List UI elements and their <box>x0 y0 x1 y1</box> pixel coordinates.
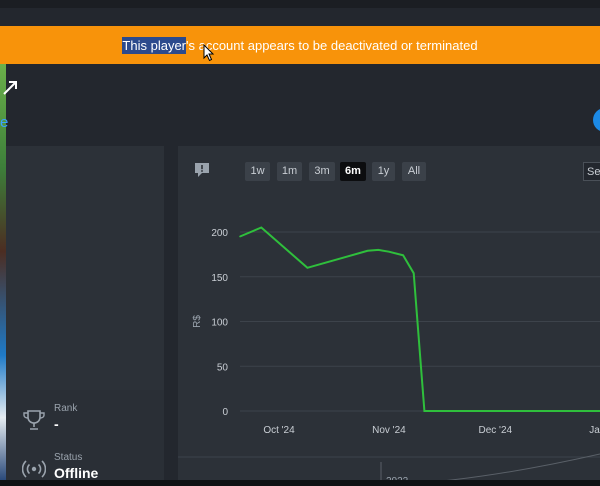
series-point <box>306 267 309 269</box>
profile-header <box>6 64 600 144</box>
range-button-1m[interactable]: 1m <box>277 162 302 181</box>
broadcast-icon <box>22 460 46 478</box>
series-point <box>402 254 404 257</box>
profile-link-fragment[interactable]: e <box>0 114 9 131</box>
series-line <box>239 226 600 412</box>
series-point <box>412 272 415 274</box>
comment-icon[interactable] <box>193 161 211 179</box>
series-point <box>260 226 263 229</box>
status-value: Offline <box>54 465 99 481</box>
series-point <box>239 235 241 238</box>
range-button-3m[interactable]: 3m <box>309 162 335 181</box>
y-tick-label: 100 <box>211 318 228 329</box>
banner-selected-text: This player <box>122 36 186 54</box>
rank-value: - <box>54 416 59 432</box>
mouse-cursor-icon <box>203 44 215 62</box>
x-tick-label: Oct '24 <box>263 425 295 436</box>
x-tick-label: Dec '24 <box>478 425 512 436</box>
external-link-icon[interactable] <box>2 80 18 96</box>
y-axis-label: R$ <box>192 315 203 328</box>
range-button-1w[interactable]: 1w <box>245 162 270 181</box>
status-label: Status <box>54 452 83 463</box>
series-point <box>377 249 380 251</box>
background-image-strip <box>0 64 6 480</box>
y-tick-label: 0 <box>222 407 228 418</box>
series-point <box>388 250 390 253</box>
y-axis-ticks: 0 50 100 150 200 <box>211 228 228 418</box>
blue-action-button[interactable] <box>593 108 600 132</box>
value-line-chart: 0 50 100 150 200 Oct '24 Nov '24 Dec '24 Jan '2… <box>178 226 600 486</box>
x-tick-label: Nov '24 <box>372 425 406 436</box>
y-tick-label: 50 <box>217 362 229 373</box>
series-point <box>366 250 369 252</box>
trophy-icon <box>23 410 45 430</box>
series-point <box>423 410 426 412</box>
range-button-all[interactable]: All <box>402 162 426 181</box>
banner-text: 's account appears to be deactivated or … <box>186 37 478 53</box>
top-bar <box>0 0 600 8</box>
y-tick-label: 150 <box>211 273 228 284</box>
deactivated-banner: This player's account appears to be deac… <box>0 26 600 64</box>
value-chart-panel <box>178 146 600 486</box>
date-range-picker[interactable]: Sep <box>583 162 600 181</box>
bottom-bar <box>0 480 600 486</box>
range-button-1y[interactable]: 1y <box>372 162 395 181</box>
series-points <box>239 226 426 412</box>
x-axis-ticks: Oct '24 Nov '24 Dec '24 Jan '25 <box>263 425 600 436</box>
chart-grid <box>240 231 600 412</box>
range-button-6m[interactable]: 6m <box>340 162 366 181</box>
x-tick-label: Jan '25 <box>589 425 600 436</box>
y-tick-label: 200 <box>211 228 228 239</box>
profile-side-panel <box>6 146 164 390</box>
rank-label: Rank <box>54 403 78 414</box>
